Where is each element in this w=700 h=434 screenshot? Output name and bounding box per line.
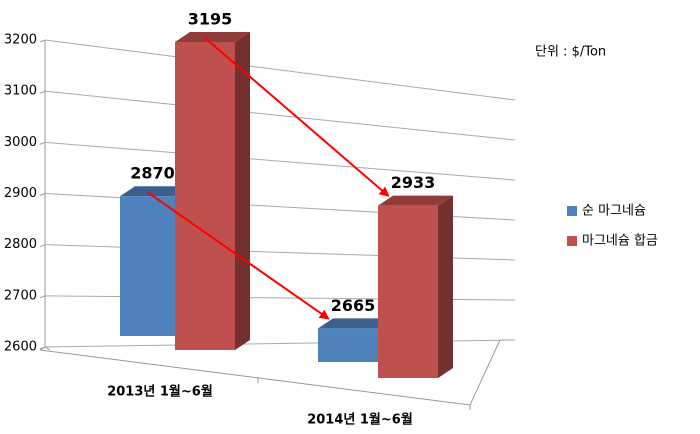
tick-mark [39,90,46,94]
grid-line [44,90,516,141]
y-tick-label: 3000 [4,135,37,150]
grid-line [44,141,516,181]
value-label: 3195 [188,10,233,29]
y-tick-label: 2700 [4,288,37,303]
bar [318,328,378,362]
grid-line [44,39,516,101]
y-tick-label: 2900 [4,186,37,201]
bar-side [235,32,250,350]
bar-top [120,186,190,197]
value-label: 2665 [331,296,376,315]
x-tick-label: 2014년 1월~6월 [307,412,413,428]
tick-mark [39,141,46,145]
tick-mark [39,295,46,299]
y-tick-label: 2600 [4,340,37,355]
bar [378,205,438,378]
legend-swatch [567,236,577,246]
bar-side [438,195,453,378]
y-tick-label: 2800 [4,237,37,252]
x-tick-label: 2013년 1월~6월 [107,384,213,400]
legend-swatch [567,206,577,216]
tick-mark [39,193,46,196]
bar-top [175,32,250,42]
bar-top [318,318,393,329]
tick-mark [39,39,46,43]
legend-label: 마그네슘 합금 [582,234,658,249]
trend-arrow [204,37,390,197]
bar-top [378,195,453,206]
trend-arrow [146,191,330,320]
bar [120,196,175,336]
tick-mark [39,346,46,350]
legend-label: 순 마그네슘 [582,204,646,219]
unit-annotation: 단위 : $/Ton [535,45,606,60]
value-label: 2870 [130,164,175,183]
tick-mark [39,244,46,248]
axis-wall [44,40,51,351]
y-tick-label: 3100 [4,84,37,99]
y-tick-label: 3200 [4,33,37,48]
value-label: 2933 [391,173,436,192]
bar [175,42,235,350]
